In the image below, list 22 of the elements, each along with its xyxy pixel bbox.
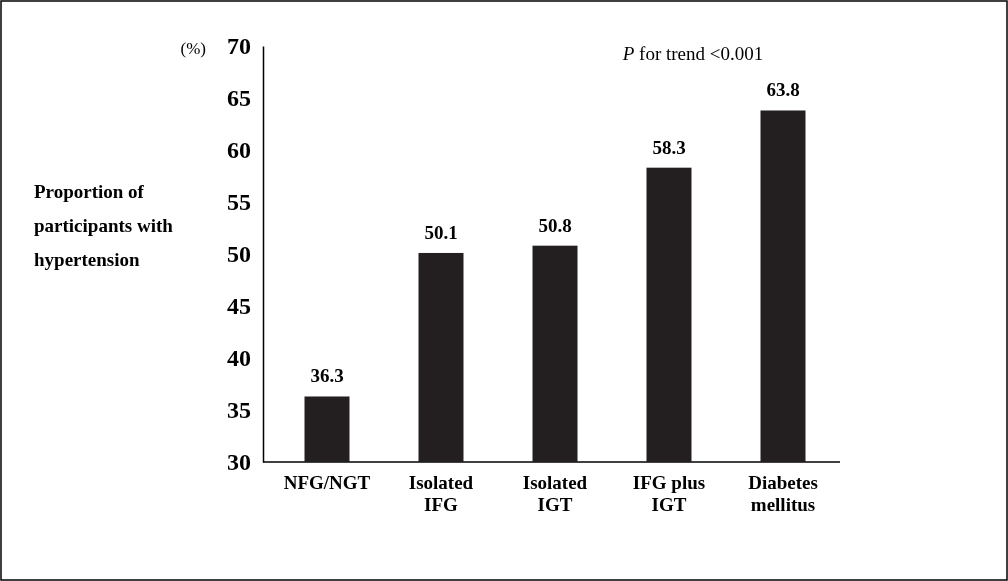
y-tick-label: 30 xyxy=(227,449,251,476)
y-tick-label: 35 xyxy=(227,397,251,424)
data-label: 36.3 xyxy=(310,365,344,387)
y-tick-label: 40 xyxy=(227,345,251,372)
y-tick-label: 55 xyxy=(227,189,251,216)
y-tick-label: 65 xyxy=(227,85,251,112)
x-tick-label: Isolated IGT xyxy=(522,472,588,516)
data-label: 63.8 xyxy=(766,79,800,101)
y-tick-label: 50 xyxy=(227,241,251,268)
text: (%) xyxy=(180,39,206,58)
y-tick-label: 45 xyxy=(227,293,251,320)
y-tick-label: 70 xyxy=(227,33,251,60)
x-tick-label: Isolated IFG xyxy=(408,472,474,516)
data-label: 50.8 xyxy=(538,214,572,236)
data-label: 58.3 xyxy=(652,136,686,158)
y-tick-label: 60 xyxy=(227,137,251,164)
x-tick-label: NFG/NGT xyxy=(283,472,371,494)
x-tick-label: Diabetes mellitus xyxy=(748,472,818,516)
annotation: P for trend <0.001 xyxy=(621,43,764,64)
x-tick-label: IFG plus IGT xyxy=(632,472,706,516)
y-axis-title: Proportion of participants with hypertension xyxy=(34,181,174,270)
data-label: 50.1 xyxy=(424,221,458,243)
